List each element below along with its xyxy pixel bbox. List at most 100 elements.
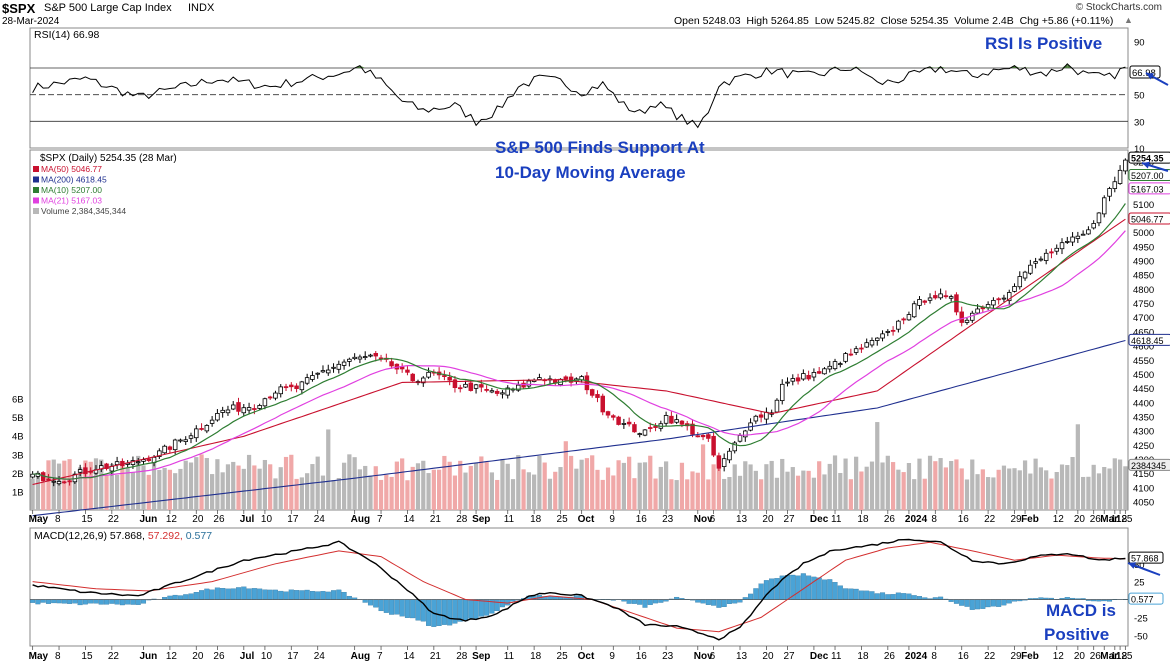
macd-arrow-icon-head xyxy=(1128,562,1136,569)
candle-body xyxy=(283,386,289,389)
histogram-bar xyxy=(711,599,717,606)
volume-bar xyxy=(41,480,46,510)
volume-bar xyxy=(922,478,927,510)
histogram-bar xyxy=(1006,599,1012,604)
volume-bar xyxy=(938,458,943,510)
histogram-bar xyxy=(98,599,104,605)
histogram-bar xyxy=(843,588,849,600)
histogram-bar xyxy=(183,594,189,600)
price-tick-label: 4700 xyxy=(1133,313,1154,324)
candle-body xyxy=(172,439,178,451)
candle-body xyxy=(653,426,658,428)
candle-body xyxy=(890,329,896,332)
histogram-bar xyxy=(272,589,278,600)
histogram-bar xyxy=(230,588,236,600)
candle-body xyxy=(1086,229,1091,235)
volume-bar xyxy=(458,460,463,510)
legend-swatch xyxy=(33,187,39,193)
volume-bar xyxy=(500,458,505,510)
candle-body xyxy=(880,333,885,339)
volume-bar xyxy=(405,480,410,510)
rsi-current-value: 66.98 xyxy=(1132,68,1156,79)
volume-bar xyxy=(1086,476,1091,510)
volume-bar xyxy=(231,461,236,510)
volume-bar xyxy=(737,475,743,510)
legend-swatch xyxy=(33,197,39,204)
histogram-bar xyxy=(452,599,458,624)
volume-bar xyxy=(241,468,246,510)
histogram-bar xyxy=(67,599,73,604)
x-tick-label: 16 xyxy=(636,651,648,662)
price-tick-label: 4550 xyxy=(1133,356,1154,367)
histogram-bar xyxy=(658,599,664,603)
histogram-bar xyxy=(848,588,854,600)
volume-bar xyxy=(220,472,225,510)
x-tick-label: 25 xyxy=(557,514,569,525)
histogram-bar xyxy=(383,599,389,613)
volume-tick-label: 4B xyxy=(12,432,24,443)
x-tick-label: 18 xyxy=(530,651,542,662)
candle-body xyxy=(135,461,141,464)
price-tick-label: 4300 xyxy=(1133,427,1154,438)
candle-body xyxy=(373,352,379,357)
candle-body xyxy=(257,405,262,409)
candle-body xyxy=(753,415,759,422)
volume-bar xyxy=(331,480,336,510)
histogram-bar xyxy=(784,575,791,600)
candle-body xyxy=(489,390,495,393)
candle-body xyxy=(347,358,352,362)
volume-bar xyxy=(268,464,273,510)
histogram-bar xyxy=(104,599,110,605)
x-tick-label: 16 xyxy=(958,651,970,662)
candle-body xyxy=(959,311,964,323)
price-right-value: 5207.00 xyxy=(1131,171,1164,181)
volume-bar xyxy=(985,477,991,510)
x-tick-label: 26 xyxy=(213,514,225,525)
histogram-bar xyxy=(51,599,57,604)
volume-bar xyxy=(157,469,162,510)
volume-bar xyxy=(553,471,558,510)
candle-body xyxy=(199,428,204,430)
volume-bar xyxy=(663,461,669,510)
histogram-bar xyxy=(45,599,52,604)
volume-bar xyxy=(352,457,357,510)
volume-bar xyxy=(421,460,426,510)
candle-body xyxy=(785,381,790,384)
candle-body xyxy=(341,361,347,366)
volume-bar xyxy=(695,472,700,510)
price-right-box xyxy=(1128,169,1170,182)
histogram-bar xyxy=(220,588,226,600)
volume-bar xyxy=(273,478,278,510)
candle-body xyxy=(648,427,653,429)
price-tick-label: 4450 xyxy=(1133,384,1154,395)
volume-bar xyxy=(415,463,421,510)
price-legend: $SPX (Daily) 5254.35 (28 Mar)MA(50) 5046… xyxy=(33,153,177,216)
candle-body xyxy=(468,382,474,391)
price-right-box xyxy=(1128,151,1170,164)
volume-bar xyxy=(188,462,194,510)
volume-bar xyxy=(975,474,980,510)
x-tick-label: 12 xyxy=(1053,651,1065,662)
histogram-bar xyxy=(331,590,337,600)
volume-bar xyxy=(204,458,209,510)
x-tick-label: 28 xyxy=(456,651,468,662)
volume-bar xyxy=(679,462,685,510)
candle-body xyxy=(178,439,183,442)
volume-bar xyxy=(315,456,320,510)
volume-bar xyxy=(173,473,178,510)
candle-body xyxy=(869,340,875,346)
candle-body xyxy=(700,434,706,438)
volume-bar xyxy=(35,475,41,510)
histogram-bar xyxy=(890,594,896,600)
volume-bar xyxy=(822,474,827,510)
candle-body xyxy=(289,384,294,388)
volume-bar xyxy=(774,477,780,510)
histogram-bar xyxy=(82,599,88,605)
histogram-bar xyxy=(473,599,479,619)
volume-bar xyxy=(743,461,748,510)
candle-body xyxy=(236,402,241,412)
volume-bar xyxy=(727,477,732,510)
histogram-bar xyxy=(72,599,78,604)
macd-right-value: 0.577 xyxy=(1131,595,1154,605)
histogram-bar xyxy=(235,587,242,600)
